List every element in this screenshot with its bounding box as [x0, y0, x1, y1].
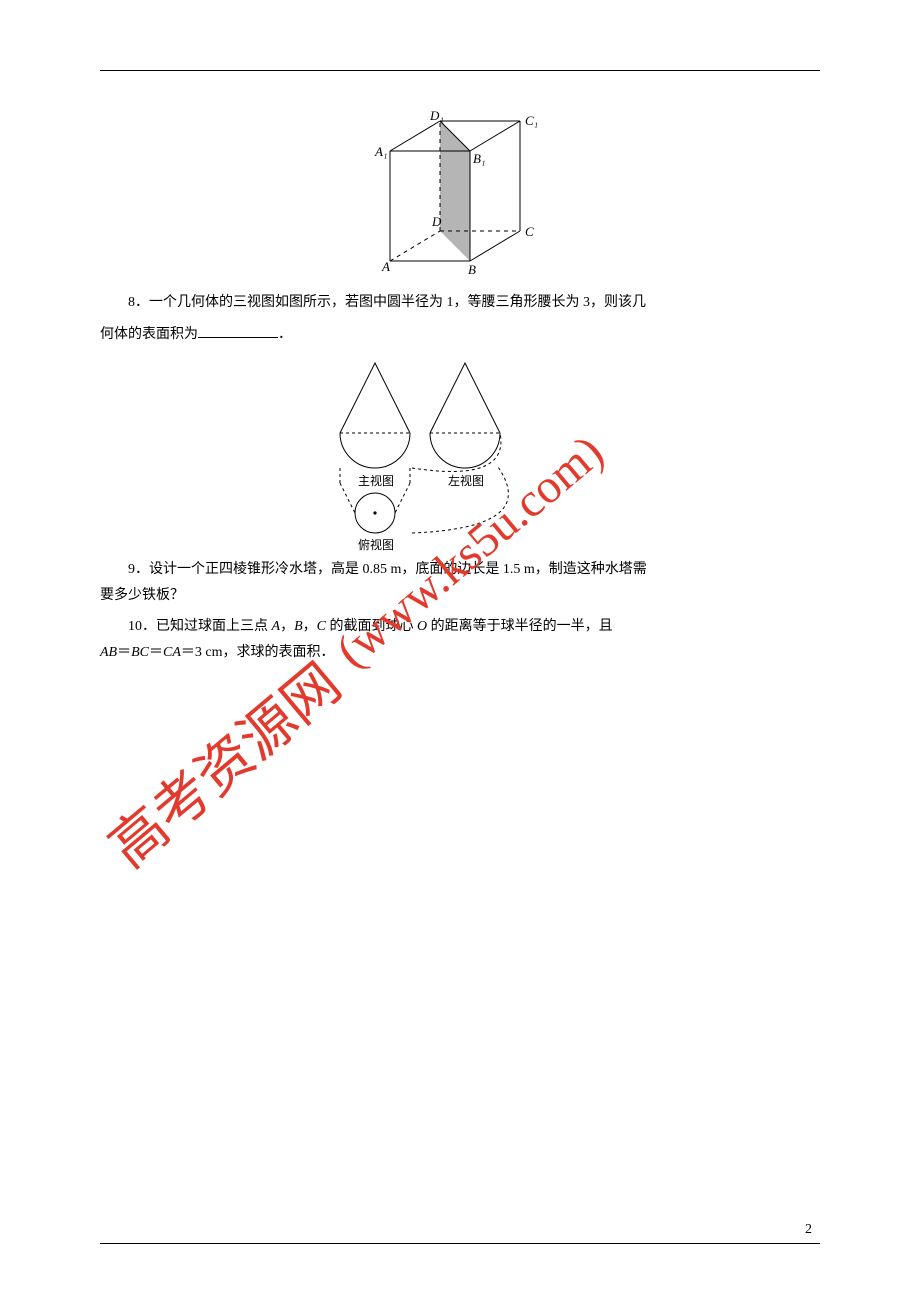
q9-number: 9． [128, 562, 149, 577]
label-B: B [468, 262, 476, 277]
q8-blank [198, 337, 278, 338]
var-B: B [294, 619, 303, 634]
q10-line: 10．已知过球面上三点 A，B，C 的截面到球心 O 的距离等于球半径的一半，且 [100, 614, 820, 641]
q8-text1: 一个几何体的三视图如图所示，若图中圆半径为 1，等腰三角形腰长为 3，则该几 [149, 295, 646, 310]
label-C1: C₁ [525, 113, 538, 128]
q10-number: 10． [128, 619, 156, 634]
q9-cont: 要多少铁板？ [100, 583, 820, 610]
q10-post: 的距离等于球半径的一半，且 [427, 619, 613, 634]
label-B1: B₁ [473, 151, 485, 166]
var-BC: BC [131, 645, 149, 660]
q8-line1: 8．一个几何体的三视图如图所示，若图中圆半径为 1，等腰三角形腰长为 3，则该几 [100, 291, 820, 315]
q10-pre: 已知过球面上三点 [156, 619, 272, 634]
left-view-label: 左视图 [448, 473, 484, 488]
label-C: C [525, 224, 534, 239]
q8-number: 8． [128, 295, 149, 310]
eq3: ＝3 cm，求球的表面积． [181, 645, 335, 660]
eq2: ＝ [149, 645, 163, 660]
front-view-label: 主视图 [358, 473, 394, 488]
sep2: ， [303, 619, 317, 634]
wm-brand: 高考资源网 [99, 652, 353, 879]
prism-figure: A B C D A₁ B₁ C₁ D₁ [360, 111, 560, 281]
q10-mid: 的截面到球心 [326, 619, 417, 634]
q9-line: 9．设计一个正四棱锥形冷水塔，高是 0.85 m，底面的边长是 1.5 m，制造… [100, 557, 820, 584]
top-view-label: 俯视图 [358, 537, 394, 552]
q8-text2: 何体的表面积为 [100, 327, 198, 342]
top-rule [100, 70, 820, 71]
q8-suffix: ． [278, 327, 292, 342]
var-O: O [417, 619, 427, 634]
page-number: 2 [805, 1222, 812, 1238]
q9-text: 设计一个正四棱锥形冷水塔，高是 0.85 m，底面的边长是 1.5 m，制造这种… [149, 562, 647, 577]
var-CA: CA [163, 645, 181, 660]
var-C: C [317, 619, 326, 634]
label-A: A [381, 259, 390, 274]
q10-cont: AB＝BC＝CA＝3 cm，求球的表面积． [100, 640, 820, 667]
sep1: ， [280, 619, 294, 634]
bottom-rule [100, 1243, 820, 1244]
q8-line2: 何体的表面积为 ． [100, 323, 820, 347]
label-A1: A₁ [374, 144, 387, 159]
label-D: D [431, 214, 442, 229]
label-D1: D₁ [429, 111, 444, 123]
three-views-figure: 主视图 左视图 俯视图 [320, 353, 600, 553]
eq1: ＝ [117, 645, 131, 660]
var-AB: AB [100, 645, 117, 660]
var-A: A [272, 619, 281, 634]
